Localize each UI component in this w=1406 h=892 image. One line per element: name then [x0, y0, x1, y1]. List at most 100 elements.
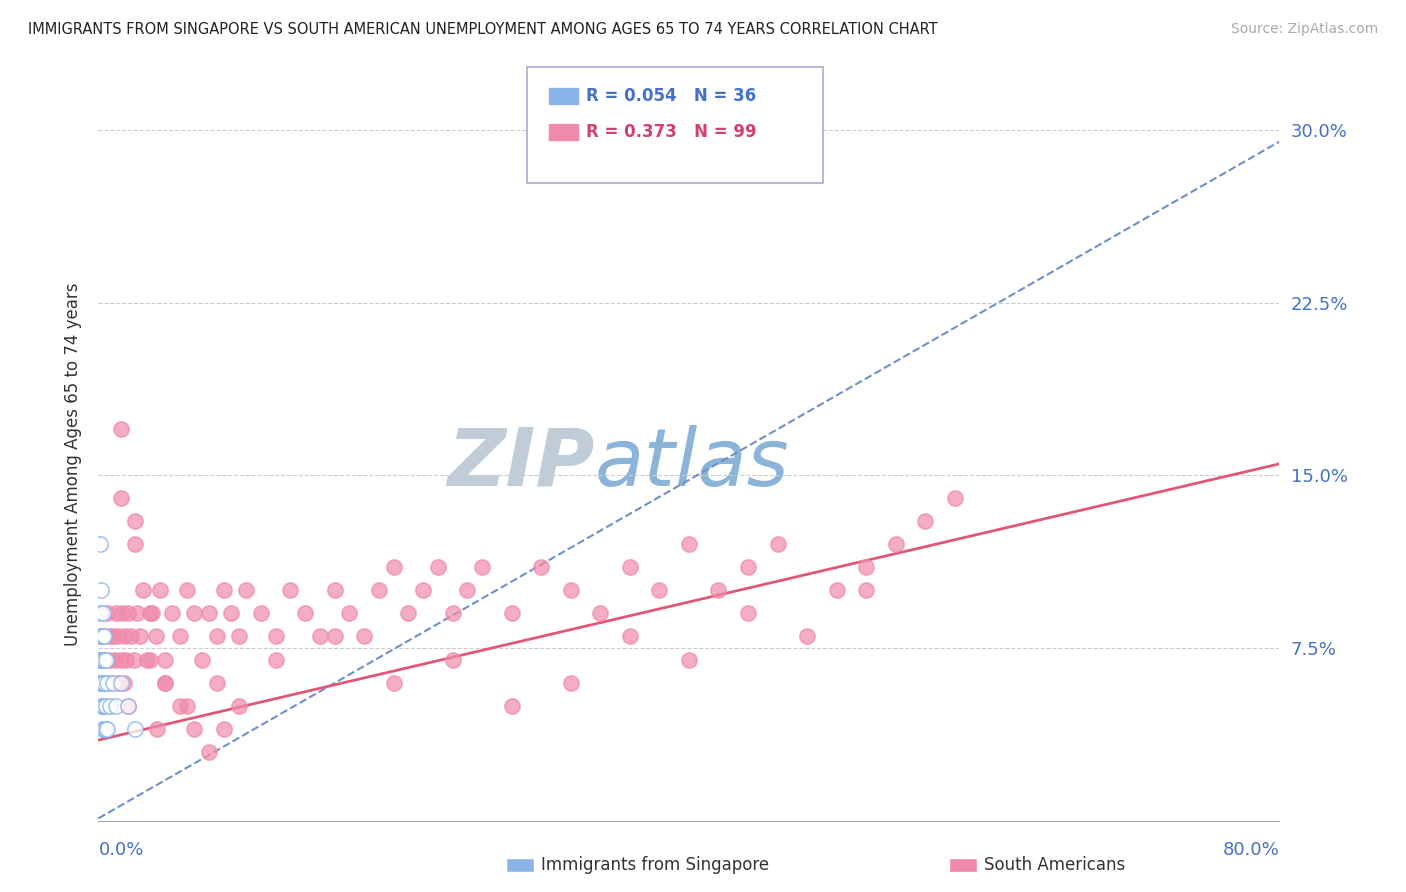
Point — [309, 630, 332, 644]
Point — [619, 630, 641, 644]
Text: R = 0.054   N = 36: R = 0.054 N = 36 — [586, 87, 756, 105]
Point — [471, 560, 494, 574]
Point — [108, 675, 131, 690]
Point — [825, 583, 848, 598]
Point — [94, 652, 117, 666]
Point — [90, 652, 112, 666]
Point — [93, 630, 115, 644]
Point — [90, 698, 112, 713]
Point — [169, 698, 191, 713]
Point — [110, 422, 132, 436]
Point — [153, 652, 176, 666]
Point — [94, 722, 117, 736]
Point — [212, 722, 235, 736]
Point — [278, 583, 302, 598]
Point — [198, 607, 221, 621]
Point — [766, 537, 789, 551]
Point — [368, 583, 391, 598]
Point — [93, 698, 115, 713]
Point — [117, 607, 139, 621]
Point — [855, 560, 877, 574]
Point — [441, 607, 464, 621]
Point — [103, 675, 125, 690]
Point — [91, 630, 114, 644]
Point — [294, 607, 316, 621]
Point — [353, 630, 375, 644]
Point — [104, 652, 127, 666]
Point — [337, 607, 360, 621]
Point — [93, 722, 115, 736]
Point — [855, 583, 877, 598]
Point — [105, 607, 128, 621]
Point — [111, 607, 134, 621]
Point — [89, 675, 111, 690]
Text: atlas: atlas — [595, 425, 789, 503]
Point — [264, 652, 287, 666]
Point — [98, 698, 121, 713]
Point — [91, 675, 114, 690]
Point — [884, 537, 907, 551]
Point — [146, 722, 169, 736]
Point — [205, 675, 228, 690]
Point — [396, 607, 419, 621]
Point — [589, 607, 612, 621]
Point — [228, 630, 250, 644]
Point — [136, 652, 159, 666]
Point — [219, 607, 242, 621]
Point — [91, 652, 114, 666]
Point — [120, 630, 142, 644]
Point — [124, 537, 146, 551]
Point — [619, 560, 641, 574]
Point — [100, 675, 122, 690]
Point — [93, 675, 115, 690]
Point — [198, 745, 221, 759]
Point — [212, 583, 235, 598]
Point — [90, 652, 112, 666]
Point — [124, 515, 146, 529]
Point — [110, 652, 132, 666]
Point — [97, 652, 120, 666]
Point — [93, 652, 115, 666]
Point — [176, 698, 198, 713]
Point — [90, 652, 112, 666]
Point — [89, 652, 111, 666]
Point — [183, 607, 205, 621]
Y-axis label: Unemployment Among Ages 65 to 74 years: Unemployment Among Ages 65 to 74 years — [63, 282, 82, 646]
Point — [89, 537, 111, 551]
Point — [149, 583, 172, 598]
Point — [117, 698, 139, 713]
Point — [441, 652, 464, 666]
Point — [501, 698, 523, 713]
Point — [382, 675, 405, 690]
Point — [228, 698, 250, 713]
Point — [117, 698, 139, 713]
Point — [125, 607, 148, 621]
Text: 0.0%: 0.0% — [98, 840, 143, 859]
Point — [89, 630, 111, 644]
Point — [737, 560, 759, 574]
Point — [678, 537, 700, 551]
Point — [943, 491, 966, 506]
Point — [382, 560, 405, 574]
Text: R = 0.373   N = 99: R = 0.373 N = 99 — [586, 123, 756, 141]
Text: South Americans: South Americans — [984, 856, 1125, 874]
Point — [91, 698, 114, 713]
Text: ZIP: ZIP — [447, 425, 595, 503]
Point — [707, 583, 730, 598]
Point — [250, 607, 273, 621]
Point — [91, 675, 114, 690]
Point — [139, 652, 162, 666]
Point — [98, 630, 121, 644]
Point — [93, 652, 115, 666]
Point — [323, 583, 346, 598]
Point — [141, 607, 163, 621]
Point — [183, 722, 205, 736]
Point — [94, 675, 117, 690]
Point — [153, 675, 176, 690]
Point — [91, 630, 114, 644]
Text: 80.0%: 80.0% — [1223, 840, 1279, 859]
Point — [96, 607, 118, 621]
Point — [124, 722, 146, 736]
Point — [560, 675, 582, 690]
Point — [91, 607, 114, 621]
